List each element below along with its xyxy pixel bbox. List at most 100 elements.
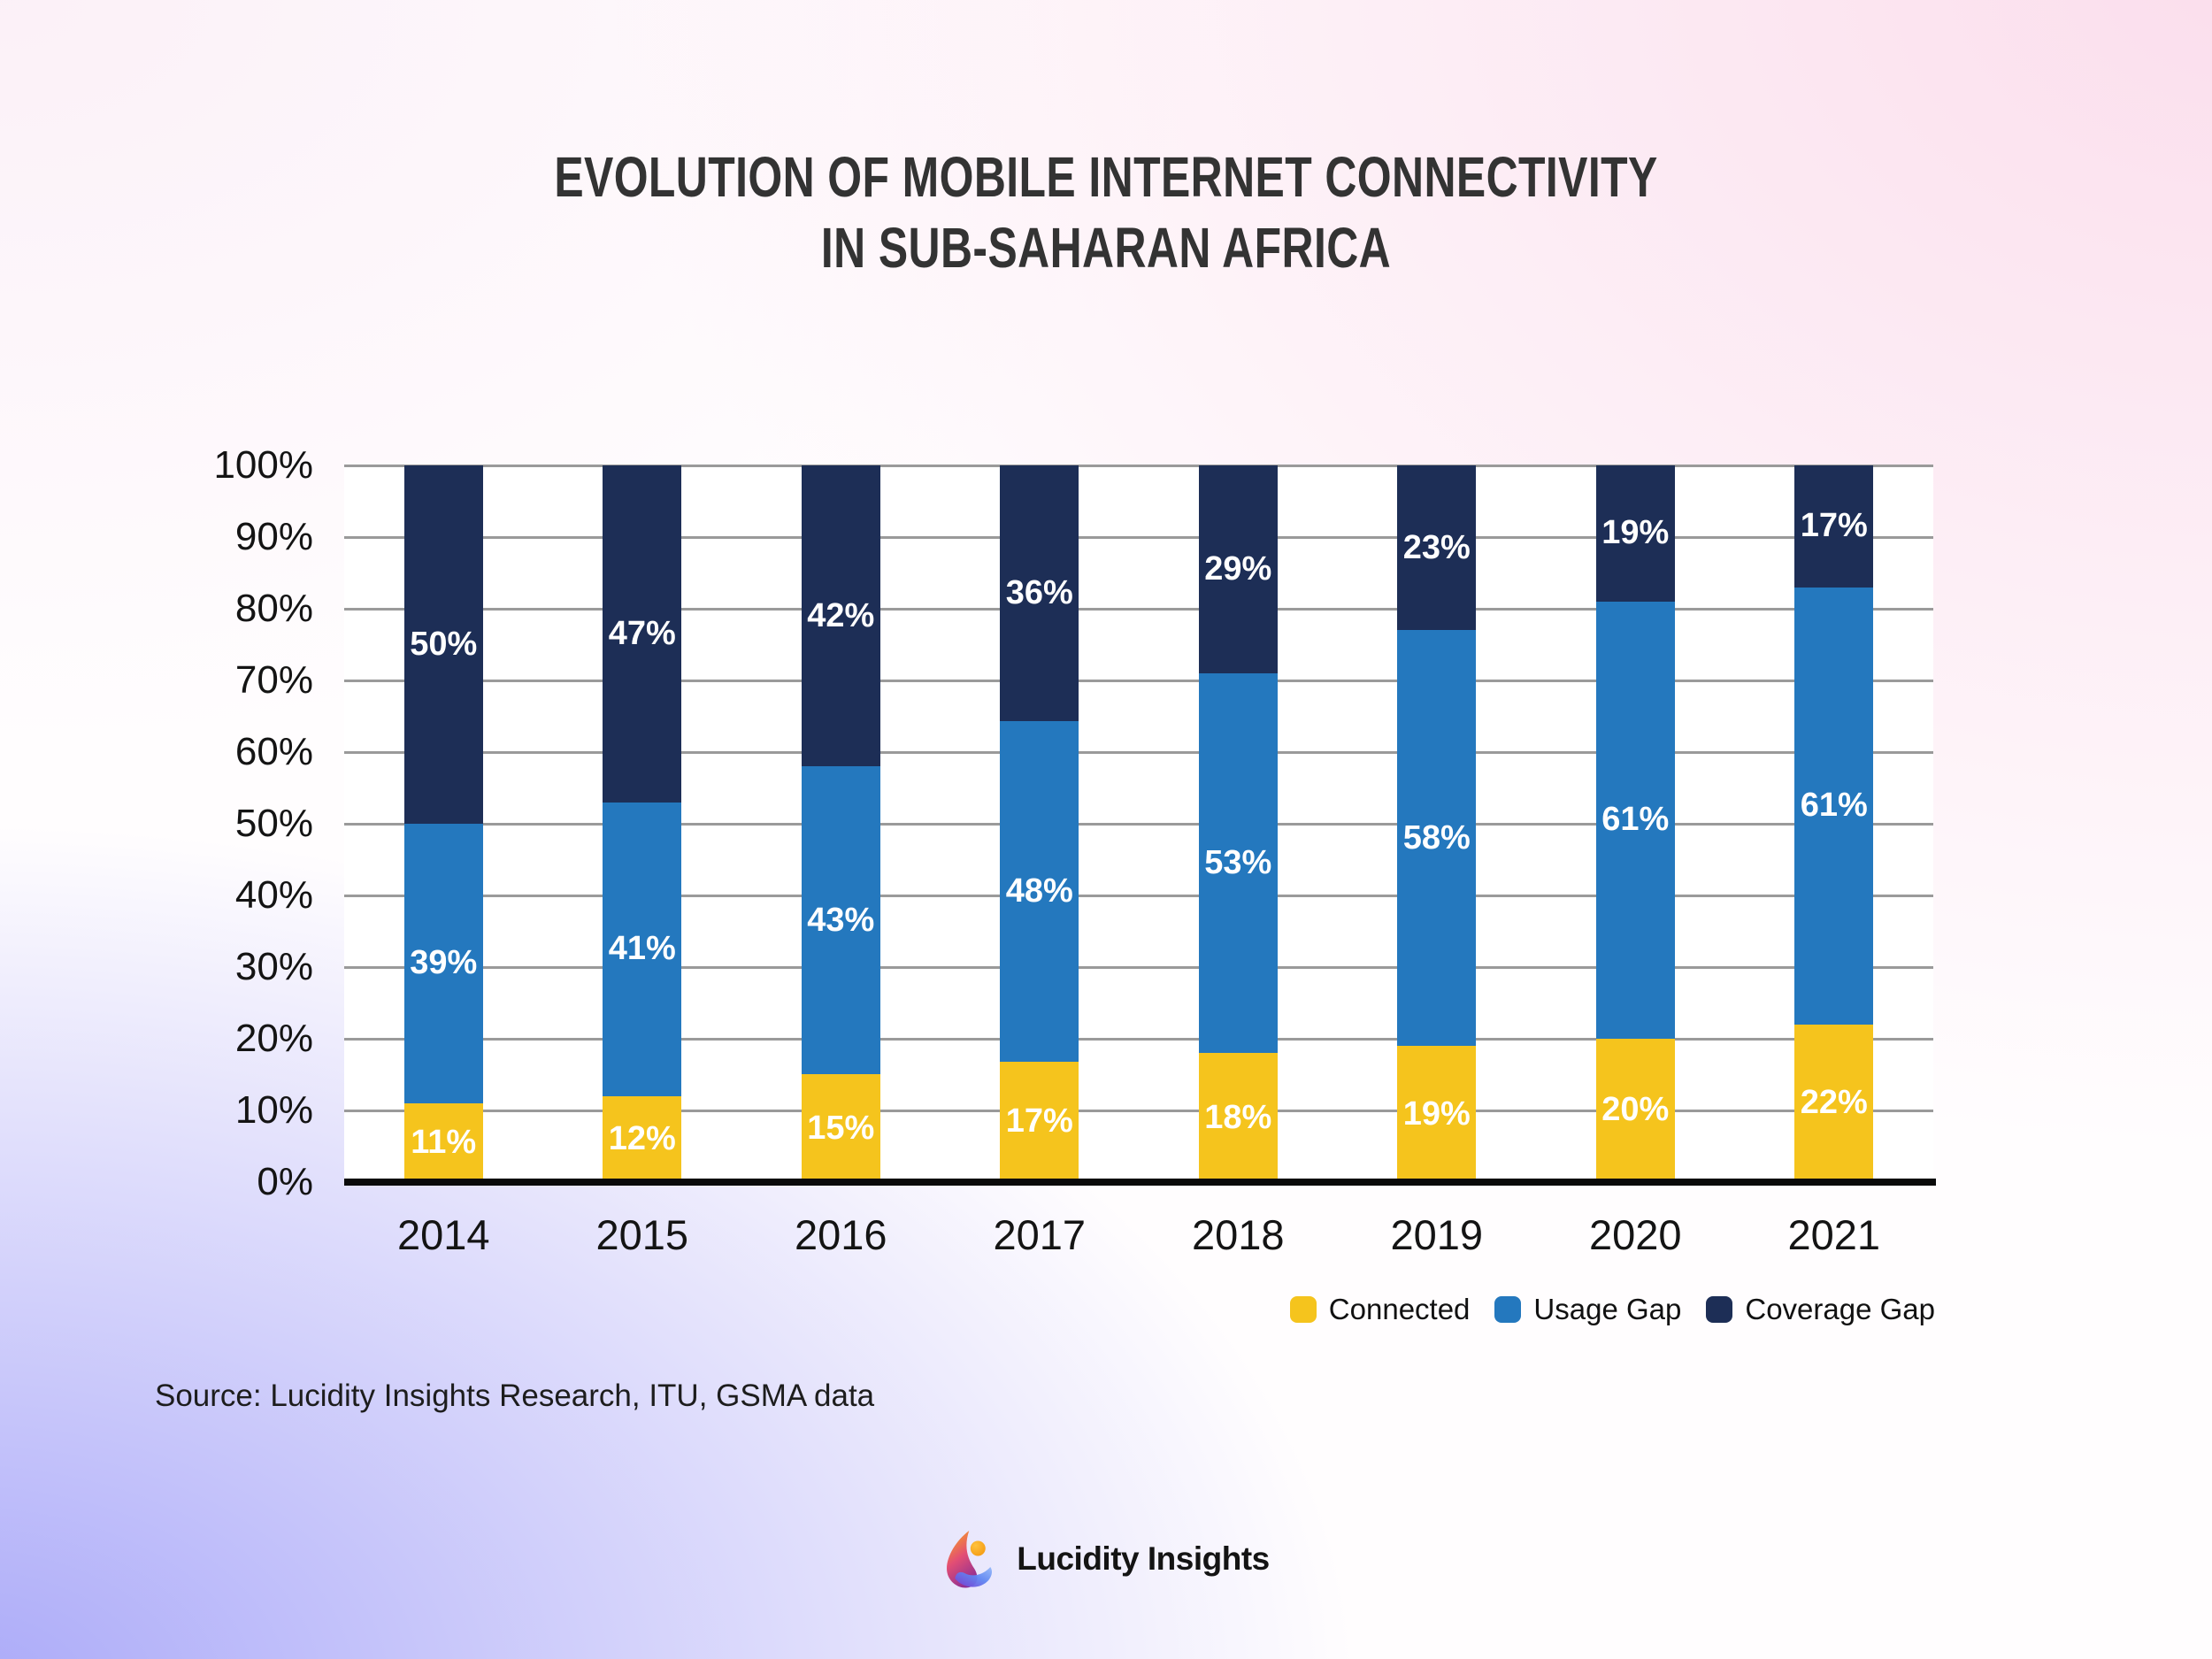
bar-value-label: 58%	[1402, 818, 1471, 856]
bar-value-label: 53%	[1204, 844, 1272, 882]
y-tick-label: 60%	[234, 730, 313, 773]
bar-value-label: 15%	[807, 1109, 875, 1147]
y-tick-label: 10%	[234, 1088, 313, 1132]
legend-item-connected: Connected	[1289, 1293, 1471, 1326]
bar-segment-usage-gap: 43%	[801, 766, 880, 1075]
x-tick-label: 2020	[1588, 1211, 1682, 1258]
y-tick-label: 70%	[234, 658, 313, 702]
y-tick-label: 90%	[234, 515, 313, 558]
bar-group-2020: 19% 61% 20%	[1536, 465, 1735, 1182]
x-tick-label: 2015	[595, 1211, 689, 1258]
bar-group-2015: 47% 41% 12%	[543, 465, 742, 1182]
gridline	[344, 895, 1933, 897]
bars-row: 50% 39% 11% 47% 41% 12% 42% 43% 15% 36% 48% 17% 29% 5…	[344, 465, 1933, 1182]
y-axis: 100% 90% 80% 70% 60% 50% 40% 30% 20% 10% 0%	[106, 443, 313, 1203]
bar-value-label: 42%	[807, 596, 875, 634]
bar-group-2017: 36% 48% 17%	[941, 465, 1140, 1182]
bar-segment-connected: 19%	[1397, 1046, 1477, 1182]
chart-title-line2: IN SUB-SAHARAN AFRICA	[820, 216, 1392, 280]
x-axis-line	[344, 1179, 1936, 1186]
bar-segment-usage-gap: 61%	[1595, 601, 1675, 1039]
y-tick-label: 80%	[234, 587, 313, 630]
bar-segment-connected: 12%	[603, 1095, 682, 1182]
stacked-bar: 42% 43% 15%	[801, 465, 880, 1182]
gridline	[344, 823, 1933, 826]
bar-segment-connected: 15%	[801, 1074, 880, 1182]
bar-group-2021: 17% 61% 22%	[1735, 465, 1934, 1182]
bar-segment-coverage-gap: 42%	[801, 465, 880, 767]
bar-segment-connected: 17%	[1000, 1061, 1079, 1182]
legend-label: Connected	[1328, 1293, 1471, 1325]
gridline	[344, 465, 1933, 467]
bar-value-label: 47%	[608, 614, 676, 652]
bar-segment-connected: 22%	[1794, 1024, 1874, 1182]
bar-value-label: 36%	[1005, 573, 1073, 611]
x-tick-label: 2018	[1191, 1211, 1285, 1258]
bar-value-label: 43%	[807, 901, 875, 939]
bar-segment-usage-gap: 58%	[1397, 630, 1477, 1047]
stacked-bar: 36% 48% 17%	[1000, 465, 1079, 1182]
bar-segment-connected: 20%	[1595, 1038, 1675, 1182]
bar-segment-usage-gap: 61%	[1794, 587, 1874, 1025]
bar-segment-coverage-gap: 47%	[603, 465, 682, 803]
bar-value-label: 23%	[1402, 528, 1471, 566]
bar-segment-coverage-gap: 23%	[1397, 465, 1477, 631]
stacked-bar: 47% 41% 12%	[603, 465, 682, 1182]
legend-label: Usage Gap	[1533, 1293, 1682, 1325]
legend-swatch	[1706, 1296, 1733, 1323]
legend-swatch	[1494, 1296, 1522, 1323]
gridline	[344, 608, 1933, 611]
bar-value-label: 20%	[1601, 1091, 1670, 1129]
y-tick-label: 50%	[234, 802, 313, 845]
x-tick-label: 2019	[1390, 1211, 1484, 1258]
bar-value-label: 29%	[1204, 549, 1272, 588]
lucidity-insights-logo-icon	[947, 1531, 993, 1588]
bar-segment-coverage-gap: 17%	[1794, 465, 1874, 588]
bar-value-label: 17%	[1800, 507, 1868, 545]
bar-value-label: 50%	[410, 626, 478, 663]
logo-dot	[970, 1540, 986, 1556]
bar-value-label: 61%	[1601, 801, 1670, 839]
bar-group-2019: 23% 58% 19%	[1338, 465, 1537, 1182]
bar-value-label: 61%	[1800, 787, 1868, 825]
bar-value-label: 12%	[608, 1119, 676, 1157]
bar-segment-coverage-gap: 19%	[1595, 465, 1675, 602]
gridline	[344, 966, 1933, 969]
gridline	[344, 680, 1933, 682]
x-axis: 2014 2015 2016 2017 2018 2019 2020 2021	[344, 1210, 1933, 1259]
gridline	[344, 536, 1933, 539]
y-tick-label: 0%	[257, 1160, 313, 1203]
source-note: Source: Lucidity Insights Research, ITU,…	[155, 1379, 875, 1413]
bar-value-label: 19%	[1402, 1094, 1471, 1133]
gridlines	[344, 465, 1933, 1182]
gridline	[344, 751, 1933, 754]
stacked-bar: 29% 53% 18%	[1198, 465, 1278, 1182]
stacked-bar: 19% 61% 20%	[1595, 465, 1675, 1182]
logo-smile-shape	[955, 1567, 993, 1587]
bar-segment-usage-gap: 41%	[603, 802, 682, 1096]
bar-segment-coverage-gap: 29%	[1198, 465, 1278, 673]
bar-segment-coverage-gap: 36%	[1000, 465, 1079, 721]
bar-segment-usage-gap: 39%	[403, 824, 483, 1103]
logo: Lucidity Insights	[942, 1529, 1270, 1589]
bar-segment-coverage-gap: 50%	[403, 465, 483, 824]
y-tick-label: 40%	[234, 873, 313, 917]
bar-group-2016: 42% 43% 15%	[741, 465, 941, 1182]
y-tick-label: 20%	[234, 1017, 313, 1060]
legend-item-coverage-gap: Coverage Gap	[1706, 1293, 1935, 1326]
x-tick-label: 2017	[993, 1211, 1087, 1258]
bar-value-label: 18%	[1204, 1098, 1272, 1136]
x-tick-label: 2016	[794, 1211, 887, 1258]
legend-label: Coverage Gap	[1745, 1293, 1935, 1325]
plot-area: 50% 39% 11% 47% 41% 12% 42% 43% 15% 36% 48% 17% 29% 5…	[344, 465, 1933, 1182]
logo-text: Lucidity Insights	[1017, 1540, 1270, 1577]
bar-value-label: 11%	[411, 1123, 477, 1161]
stacked-bar: 50% 39% 11%	[403, 465, 483, 1182]
bar-value-label: 22%	[1800, 1084, 1868, 1122]
logo-drop-shape	[947, 1531, 978, 1588]
bar-value-label: 41%	[608, 930, 676, 968]
legend: Connected Usage Gap Coverage Gap	[1289, 1293, 1935, 1326]
x-tick-label: 2014	[396, 1211, 490, 1258]
chart-title-line1: EVOLUTION OF MOBILE INTERNET CONNECTIVIT…	[554, 145, 1658, 209]
